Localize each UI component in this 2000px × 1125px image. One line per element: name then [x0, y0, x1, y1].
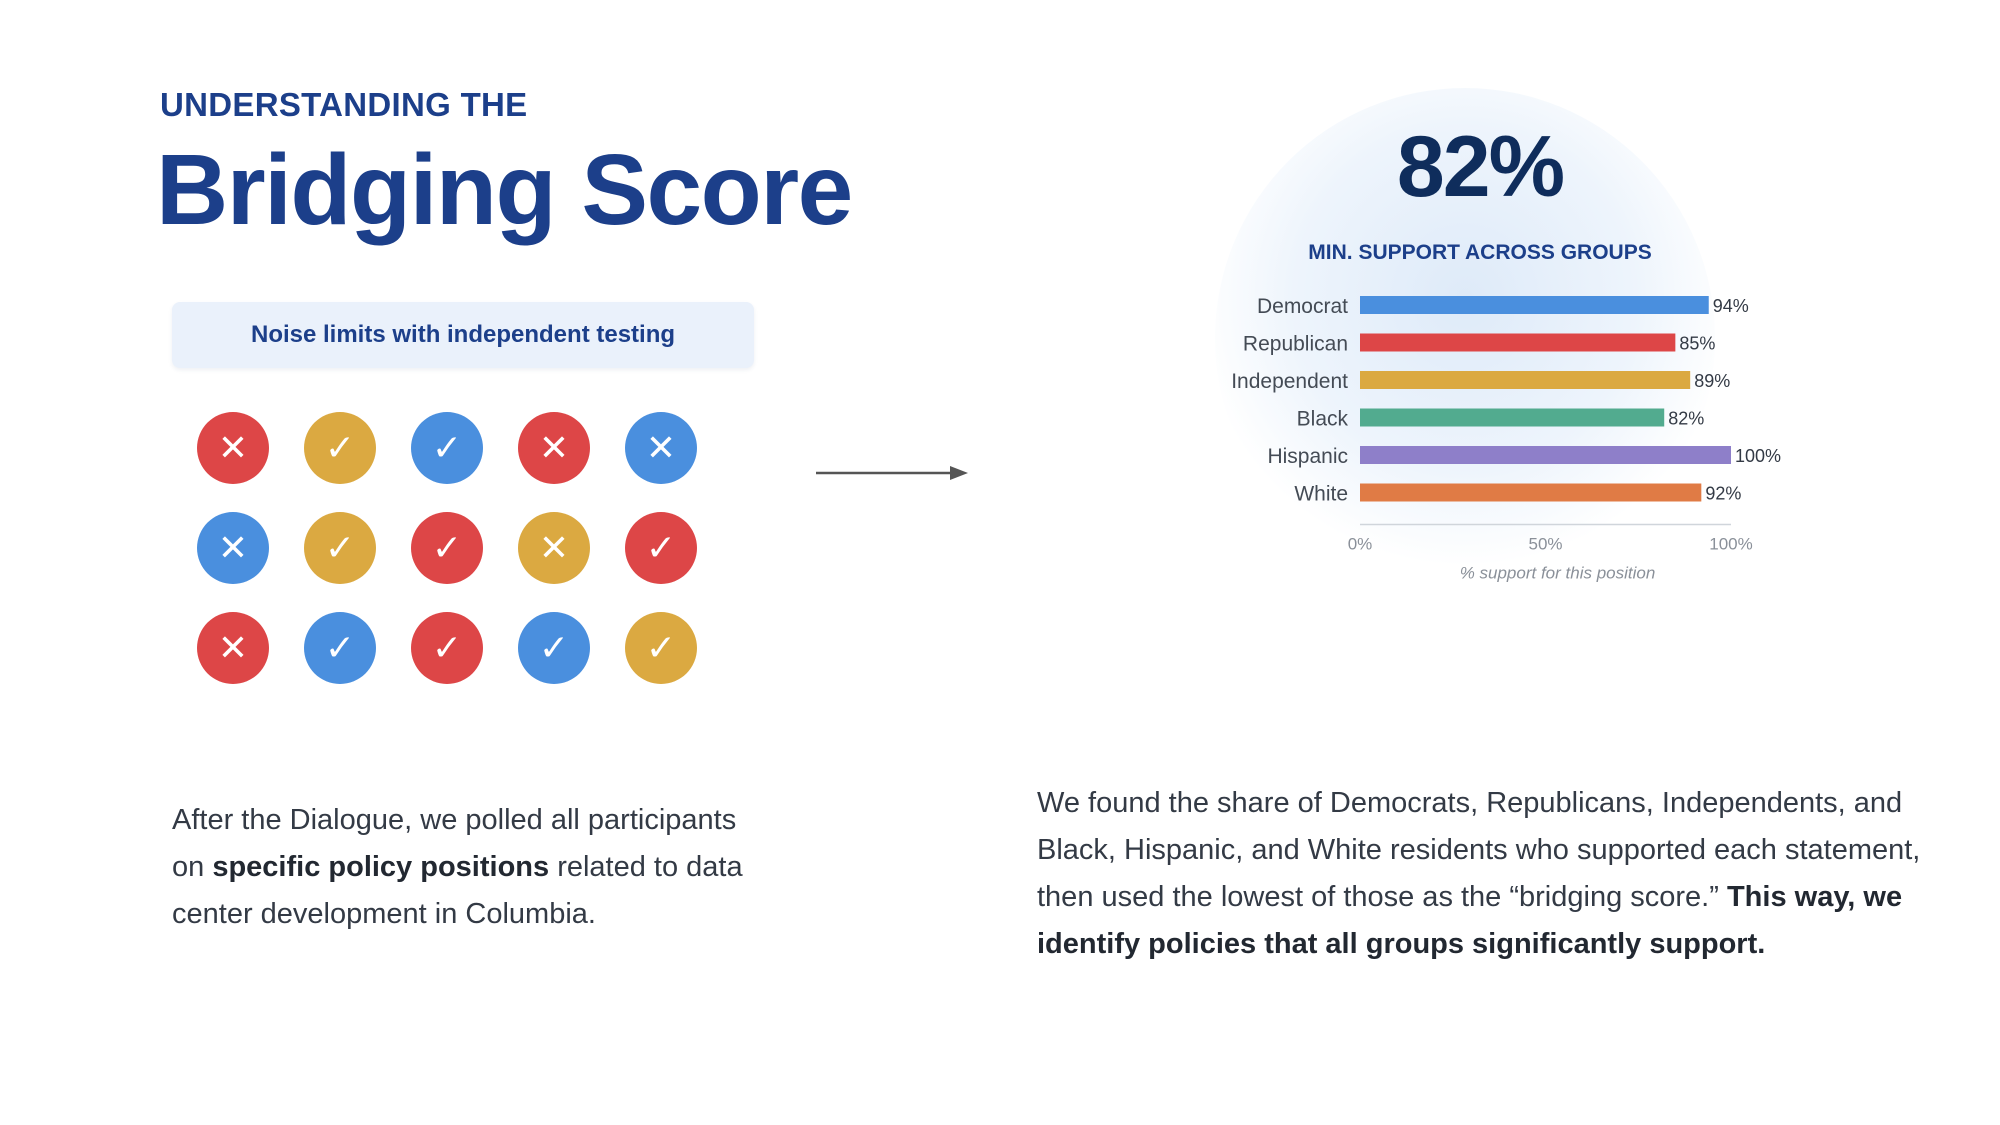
bar	[1360, 371, 1691, 389]
policy-label: Noise limits with independent testing	[172, 302, 754, 368]
bar	[1360, 333, 1676, 352]
x-icon: ✕	[217, 527, 249, 569]
bar-value-label: 89%	[1694, 371, 1730, 391]
category-label: Independent	[1231, 370, 1348, 393]
poll-description-c: related to data center development in Co…	[172, 851, 743, 930]
response-circle: ✕	[197, 612, 269, 684]
response-circle: ✓	[625, 612, 697, 684]
poll-description: After the Dialogue, we polled all partic…	[172, 797, 772, 938]
x-tick-label: 100%	[1709, 535, 1752, 554]
check-icon: ✓	[538, 627, 570, 669]
bar	[1360, 483, 1702, 502]
arrow-right-icon	[816, 466, 968, 480]
bar-value-label: 92%	[1705, 484, 1741, 504]
kicker: UNDERSTANDING THE	[160, 86, 528, 123]
response-circle: ✓	[304, 412, 376, 484]
category-label: White	[1294, 483, 1348, 506]
page-title: Bridging Score	[156, 134, 853, 246]
response-circle: ✕	[625, 412, 697, 484]
x-tick-label: 0%	[1348, 535, 1373, 554]
response-circle: ✓	[625, 512, 697, 584]
response-circle: ✓	[411, 512, 483, 584]
response-circle: ✓	[518, 612, 590, 684]
response-circle: ✕	[518, 512, 590, 584]
bar-value-label: 100%	[1735, 446, 1781, 466]
response-circle: ✓	[304, 512, 376, 584]
poll-description-emphasis: specific policy positions	[212, 851, 550, 883]
bar-value-label: 85%	[1679, 334, 1715, 354]
x-icon: ✕	[538, 527, 570, 569]
x-icon: ✕	[538, 427, 570, 469]
support-bar-chart: Democrat 94% Republican 85% Independent 89% Bl…	[1231, 295, 1781, 583]
check-icon: ✓	[431, 427, 463, 469]
x-tick-label: 50%	[1528, 535, 1562, 554]
response-circle: ✓	[411, 612, 483, 684]
bar-value-label: 94%	[1713, 296, 1749, 316]
check-icon: ✓	[324, 527, 356, 569]
method-description: We found the share of Democrats, Republi…	[1037, 780, 1937, 968]
response-grid: ✕ ✓ ✓ ✕ ✕ ✕ ✓ ✓ ✕ ✓ ✕ ✓ ✓ ✓ ✓	[197, 412, 697, 684]
bar	[1360, 296, 1709, 314]
x-icon: ✕	[217, 427, 249, 469]
bar	[1360, 408, 1665, 427]
check-icon: ✓	[645, 627, 677, 669]
poll-description-a: After the Dialogue, we polled all partic…	[172, 804, 737, 883]
response-circle: ✕	[197, 512, 269, 584]
check-icon: ✓	[431, 527, 463, 569]
category-label: Black	[1297, 408, 1349, 431]
x-icon: ✕	[217, 627, 249, 669]
check-icon: ✓	[431, 627, 463, 669]
response-circle: ✓	[411, 412, 483, 484]
x-axis-title: % support for this position	[1460, 564, 1656, 583]
category-label: Democrat	[1257, 295, 1348, 318]
check-icon: ✓	[324, 627, 356, 669]
response-circle: ✕	[518, 412, 590, 484]
bridging-score-value: 82%	[1396, 119, 1565, 215]
category-label: Republican	[1243, 333, 1348, 356]
bridging-score-label: MIN. SUPPORT ACROSS GROUPS	[1308, 241, 1652, 264]
check-icon: ✓	[324, 427, 356, 469]
method-description-a: We found the share of Democrats, Republi…	[1037, 787, 1921, 913]
category-label: Hispanic	[1267, 445, 1348, 468]
bar-value-label: 82%	[1668, 409, 1704, 429]
bar	[1360, 446, 1731, 464]
response-circle: ✕	[197, 412, 269, 484]
x-icon: ✕	[645, 427, 677, 469]
response-circle: ✓	[304, 612, 376, 684]
check-icon: ✓	[645, 527, 677, 569]
method-description-emphasis: This way, we identify policies that all …	[1037, 881, 1903, 960]
